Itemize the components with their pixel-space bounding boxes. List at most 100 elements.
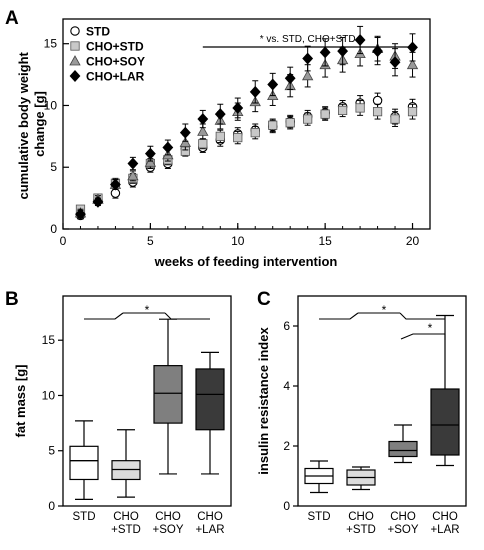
- y-tick-label: 10: [42, 388, 56, 402]
- data-point: [197, 113, 209, 126]
- data-point: [390, 114, 400, 124]
- panel-c-y-axis-title: insulin resistance index: [256, 327, 271, 475]
- x-tick-label: 20: [406, 234, 420, 248]
- panel-b-label: B: [5, 289, 19, 310]
- data-point: [354, 34, 366, 46]
- legend-label: CHO+STD: [86, 40, 144, 54]
- data-point: [303, 114, 313, 124]
- panel-a-ticks: 0 5 10 15 20 0 5 10 15: [44, 37, 420, 248]
- y-tick-label: 5: [50, 160, 57, 174]
- category-label: +SOY: [152, 524, 183, 536]
- legend-marker: [69, 55, 81, 66]
- data-point: [179, 136, 192, 147]
- category-label: STD: [73, 511, 96, 523]
- data-point: [214, 108, 226, 121]
- insulin-box-1: [304, 460, 334, 494]
- insulin-box-3: [388, 424, 418, 464]
- legend-label: CHO+LAR: [86, 70, 145, 84]
- category-label: CHO: [197, 511, 223, 523]
- data-point: [301, 69, 314, 81]
- data-point: [250, 128, 260, 138]
- series-cho-lar: [75, 25, 418, 221]
- data-point: [338, 105, 348, 116]
- box-iqr: [153, 365, 183, 424]
- category-label: +SOY: [387, 524, 418, 536]
- data-point: [319, 46, 331, 59]
- panel-a-series: [74, 25, 419, 221]
- annotation-text: * vs. STD, CHO+STD: [260, 34, 356, 45]
- panel-b-y-axis-title: fat mass [g]: [13, 365, 28, 438]
- data-point: [320, 109, 330, 119]
- data-point: [162, 141, 174, 154]
- category-label: CHO: [348, 511, 374, 523]
- data-point: [179, 126, 191, 139]
- data-point: [285, 118, 295, 128]
- data-point: [407, 107, 418, 117]
- data-point: [127, 170, 139, 181]
- data-point: [144, 147, 156, 160]
- fat-mass-box-2: [111, 429, 141, 498]
- category-label: +STD: [111, 524, 141, 536]
- x-tick-label: 5: [147, 234, 154, 248]
- y-tick-label: 15: [44, 37, 58, 51]
- data-point: [268, 120, 278, 130]
- significance-bracket-right: [164, 312, 210, 320]
- y-tick-label: 0: [48, 499, 55, 513]
- box-iqr: [69, 445, 99, 481]
- data-point: [249, 85, 261, 98]
- box-iqr: [388, 440, 418, 458]
- data-point: [372, 107, 383, 117]
- fat-mass-box-3: [153, 318, 183, 475]
- category-label: CHO: [113, 511, 139, 523]
- category-label: +LAR: [195, 524, 224, 536]
- y-tick-label: 0: [283, 499, 290, 513]
- data-point: [284, 72, 296, 85]
- category-label: CHO: [390, 511, 416, 523]
- y-tick-label: 2: [283, 439, 290, 453]
- category-label: +LAR: [430, 524, 459, 536]
- data-point: [267, 78, 279, 91]
- legend-label: CHO+SOY: [86, 55, 145, 69]
- y-tick-label: 6: [283, 319, 290, 333]
- panel-a-y-axis-title-line2: change [g]: [32, 91, 47, 157]
- significance-bracket-left: [84, 312, 124, 320]
- legend-marker: [70, 26, 80, 36]
- fat-mass-box-4: [195, 351, 225, 475]
- box-iqr: [430, 388, 460, 456]
- panel-a-annotation: * vs. STD, CHO+STD: [202, 34, 413, 48]
- y-tick-label: 10: [44, 98, 58, 112]
- panel-a-label: A: [5, 8, 19, 29]
- category-label: CHO: [432, 511, 458, 523]
- y-tick-label: 4: [283, 379, 290, 393]
- panel-c-plot-frame: [297, 295, 467, 507]
- data-point: [407, 41, 418, 54]
- data-point: [389, 56, 401, 69]
- data-point: [232, 101, 244, 114]
- y-tick-label: 0: [50, 222, 57, 236]
- series-std: [75, 92, 418, 221]
- panel-a-y-axis-title-line1: cumulative body weight: [16, 51, 31, 199]
- data-point: [127, 157, 139, 170]
- insulin-box-2: [346, 466, 376, 491]
- data-point: [75, 208, 86, 221]
- category-label: CHO: [155, 511, 181, 523]
- legend-marker: [69, 70, 81, 82]
- legend-marker: [70, 41, 80, 51]
- data-point: [110, 178, 121, 191]
- data-point: [144, 156, 157, 167]
- panel-a-y-axis-title: cumulative body weight change [g]: [16, 49, 47, 200]
- significance-bracket-left: [319, 312, 359, 320]
- data-point: [337, 45, 349, 58]
- panel-b-plot-frame: [62, 295, 232, 507]
- panel-c-label: C: [257, 289, 271, 310]
- legend-label: STD: [86, 25, 110, 39]
- data-point: [372, 45, 383, 58]
- data-point: [372, 95, 383, 106]
